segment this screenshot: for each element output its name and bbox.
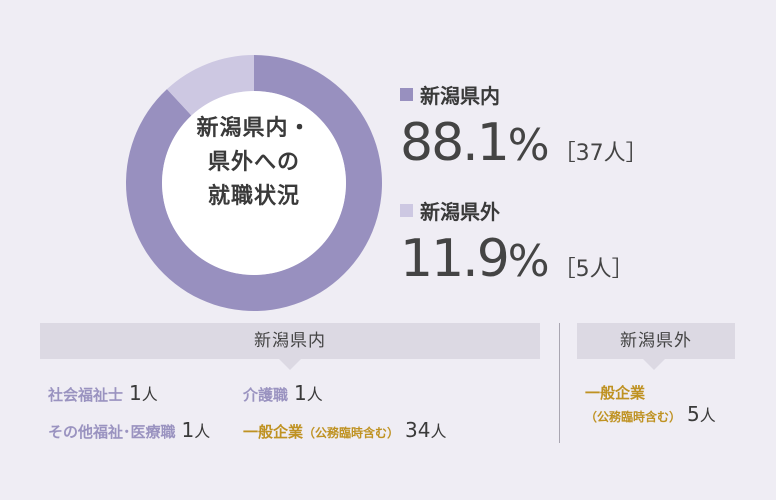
legend-label-inside: 新潟県内 [420, 84, 500, 108]
breakdown-item-general-company-outside-label: 一般企業 [585, 384, 646, 402]
item-unit: 人 [194, 422, 211, 441]
item-value: 1 [294, 381, 307, 405]
legend-entry-inside: 新潟県内 88.1% ［37人］ [400, 80, 648, 173]
section-divider [559, 323, 560, 443]
item-unit: 人 [306, 385, 323, 404]
legend-percent-outside: 11.9 [400, 229, 510, 289]
center-label-line-3: 就職状況 [207, 184, 300, 209]
section-pointer-outside [643, 359, 665, 370]
legend-count-outside: ［5人］ [553, 257, 634, 282]
item-unit: 人 [430, 422, 447, 441]
item-value: 34 [405, 418, 431, 442]
item-value: 1 [181, 418, 195, 442]
item-value: 5 [687, 402, 700, 426]
donut-chart [125, 55, 383, 311]
percent-sign: % [507, 236, 550, 287]
donut-slice-outside [166, 55, 254, 116]
breakdown-item-general-company-inside: 一般企業 （公務臨時含む） 34 人 [243, 418, 447, 442]
item-value: 1 [129, 381, 142, 405]
section-pointer-inside [279, 359, 301, 370]
item-label: 一般企業 [243, 423, 304, 441]
item-label: 社会福祉士 [48, 386, 124, 404]
item-label: その他福祉･医療職 [48, 423, 176, 441]
legend-swatch-outside [400, 204, 413, 217]
legend-percent-inside: 88.1 [400, 113, 510, 173]
legend-label-outside: 新潟県外 [420, 200, 500, 224]
item-unit: 人 [699, 406, 716, 425]
donut-center-label: 新潟県内・ 県外への 就職状況 [174, 112, 334, 214]
legend-count-inside: ［37人］ [553, 141, 648, 166]
item-label: 介護職 [243, 386, 289, 404]
section-header-outside: 新潟県外 [577, 323, 735, 359]
legend-entry-outside: 新潟県外 11.9% ［5人］ [400, 196, 634, 289]
item-unit: 人 [141, 385, 158, 404]
donut-hole [162, 91, 346, 275]
item-sublabel: （公務臨時含む） [585, 410, 682, 424]
section-header-inside: 新潟県内 [40, 323, 540, 359]
center-label-line-2: 県外への [207, 150, 300, 175]
legend-swatch-inside [400, 88, 413, 101]
percent-sign: % [507, 120, 550, 171]
center-label-line-1: 新潟県内・ [196, 116, 312, 141]
item-sublabel: （公務臨時含む） [303, 426, 400, 440]
